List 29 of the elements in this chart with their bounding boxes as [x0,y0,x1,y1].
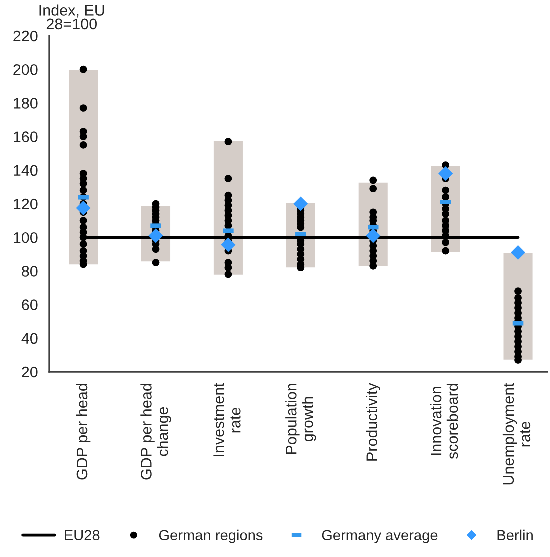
point [366,228,381,244]
legend-label: Berlin [498,530,533,541]
x-tick-label: Investment rate [214,383,241,456]
y-tick-label: 40 [22,333,38,344]
y-tick-label: 60 [22,300,38,310]
legend-label: EU28 [65,530,100,541]
y-tick-label: 100 [14,232,38,244]
y-tick-label: 220 [14,30,38,42]
y-tick-label: 160 [14,132,38,142]
x-tick-label: GDP per head change [140,384,172,480]
x-tick-label: Productivity [366,383,380,461]
point [438,166,454,182]
y-axis-title: Index, EU 28=100 [40,4,104,30]
x-tick-label: GDP per head [76,384,91,480]
y-tick-label: 120 [14,198,38,210]
point [76,200,91,216]
point [221,238,236,252]
x-tick-label: Population growth [286,384,316,454]
legend-label: German regions [159,530,263,544]
point [510,245,526,260]
y-tick-label: 180 [14,98,38,109]
y-tick-label: 80 [22,266,38,277]
x-tick-label: Innovation scoreboard [430,384,458,460]
y-tick-label: 20 [22,366,38,378]
y-tick-label: 140 [14,165,38,176]
y-tick-label: 200 [14,64,38,76]
x-tick-label: Unemployment rate [502,383,531,485]
point [294,196,308,212]
legend-label: Germany average [322,530,438,544]
